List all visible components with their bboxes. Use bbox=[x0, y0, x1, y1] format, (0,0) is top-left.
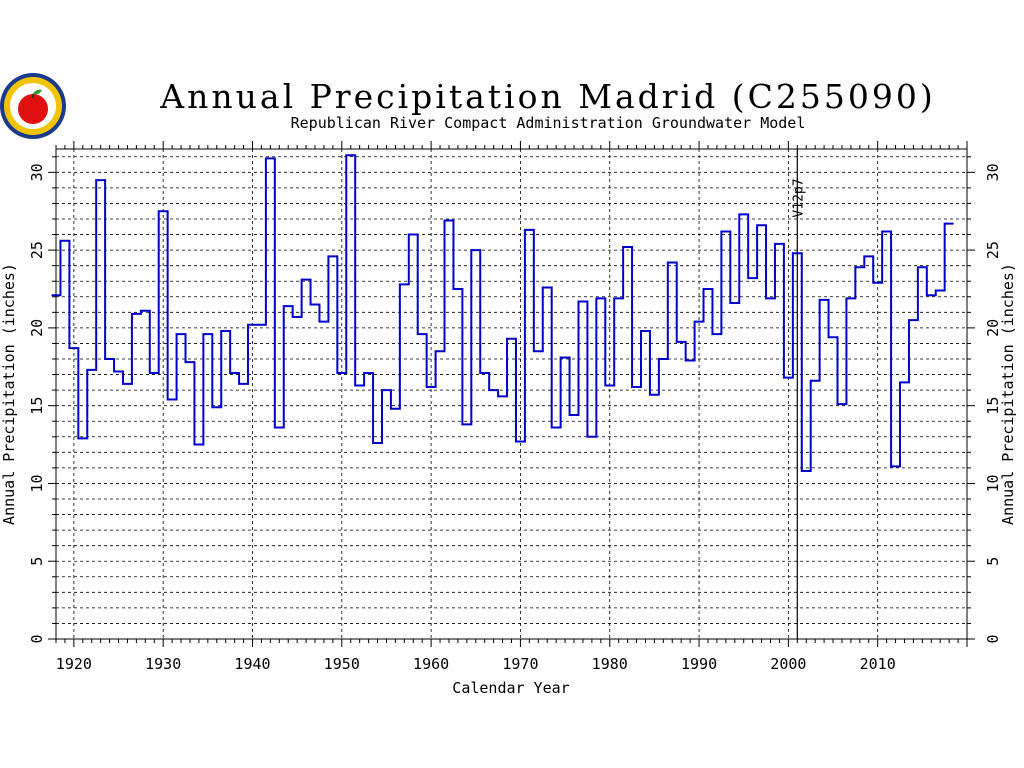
x-tick-label: 1970 bbox=[502, 655, 538, 673]
x-tick-label: 1980 bbox=[592, 655, 628, 673]
apple-seal-logo-icon bbox=[0, 73, 66, 139]
x-tick-label: 1960 bbox=[413, 655, 449, 673]
y-axis-label-right: Annual Precipitation (inches) bbox=[999, 263, 1017, 525]
y-tick-label-right: 25 bbox=[984, 241, 1002, 259]
x-tick-label: 1950 bbox=[324, 655, 360, 673]
version-marker: V12p7 bbox=[791, 149, 806, 639]
x-tick-label: 1930 bbox=[145, 655, 181, 673]
plot-frame bbox=[55, 148, 968, 640]
y-tick-label-left: 10 bbox=[28, 474, 46, 492]
y-tick-label-left: 5 bbox=[28, 557, 46, 566]
y-tick-label-right: 0 bbox=[984, 634, 1002, 643]
x-axis: 1920 1930 1940 1950 1960 1970 1980 1990 2000 2010 bbox=[55, 141, 968, 673]
y-tick-label-left: 0 bbox=[28, 634, 46, 643]
version-marker-label: V12p7 bbox=[791, 178, 806, 217]
x-tick-label: 1920 bbox=[56, 655, 92, 673]
precipitation-step-line bbox=[51, 154, 954, 472]
x-tick-label: 2010 bbox=[860, 655, 896, 673]
y-axis: 0 0 5 5 10 10 15 15 20 20 25 25 30 30 bbox=[28, 156, 1002, 644]
y-tick-label-right: 15 bbox=[984, 397, 1002, 415]
chart-subtitle: Republican River Compact Administration … bbox=[291, 114, 806, 132]
y-tick-label-left: 25 bbox=[28, 241, 46, 259]
y-axis-label-left: Annual Precipitation (inches) bbox=[0, 263, 18, 525]
y-tick-label-left: 30 bbox=[28, 163, 46, 181]
x-axis-label: Calendar Year bbox=[452, 679, 569, 697]
x-tick-label: 1940 bbox=[234, 655, 270, 673]
y-tick-label-right: 20 bbox=[984, 319, 1002, 337]
y-tick-label-right: 5 bbox=[984, 557, 1002, 566]
y-tick-label-right: 10 bbox=[984, 474, 1002, 492]
x-tick-label: 1990 bbox=[681, 655, 717, 673]
y-tick-label-left: 15 bbox=[28, 397, 46, 415]
chart-title: Annual Precipitation Madrid (C255090) bbox=[159, 77, 935, 116]
grid-lines bbox=[56, 149, 967, 639]
y-tick-label-left: 20 bbox=[28, 319, 46, 337]
x-tick-label: 2000 bbox=[770, 655, 806, 673]
y-tick-label-right: 30 bbox=[984, 163, 1002, 181]
